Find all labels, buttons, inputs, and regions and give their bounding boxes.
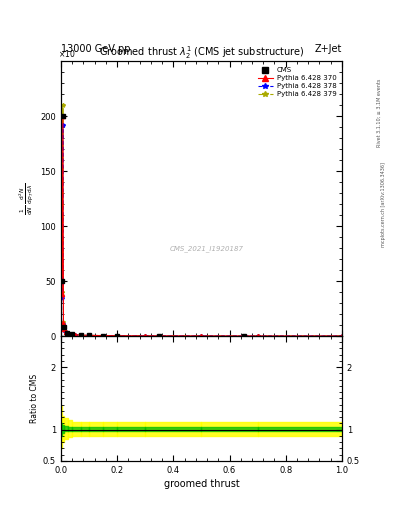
Text: Z+Jet: Z+Jet <box>314 44 342 54</box>
Text: 13000 GeV pp: 13000 GeV pp <box>61 44 130 54</box>
Y-axis label: Ratio to CMS: Ratio to CMS <box>30 374 39 423</box>
Text: Rivet 3.1.10; ≥ 3.1M events: Rivet 3.1.10; ≥ 3.1M events <box>377 78 382 147</box>
Y-axis label: $\frac{1}{\mathrm{d}N}$ $\frac{\mathrm{d}^2 N}{\mathrm{d}p_T\,\mathrm{d}\lambda}: $\frac{1}{\mathrm{d}N}$ $\frac{\mathrm{d… <box>18 183 36 215</box>
X-axis label: groomed thrust: groomed thrust <box>163 479 239 489</box>
Text: $\times 10$: $\times 10$ <box>58 48 76 59</box>
Legend: CMS, Pythia 6.428 370, Pythia 6.428 378, Pythia 6.428 379: CMS, Pythia 6.428 370, Pythia 6.428 378,… <box>256 65 338 99</box>
Text: mcplots.cern.ch [arXiv:1306.3436]: mcplots.cern.ch [arXiv:1306.3436] <box>381 162 386 247</box>
Text: CMS_2021_I1920187: CMS_2021_I1920187 <box>170 245 244 251</box>
Title: Groomed thrust $\lambda_2^1$ (CMS jet substructure): Groomed thrust $\lambda_2^1$ (CMS jet su… <box>99 44 304 61</box>
